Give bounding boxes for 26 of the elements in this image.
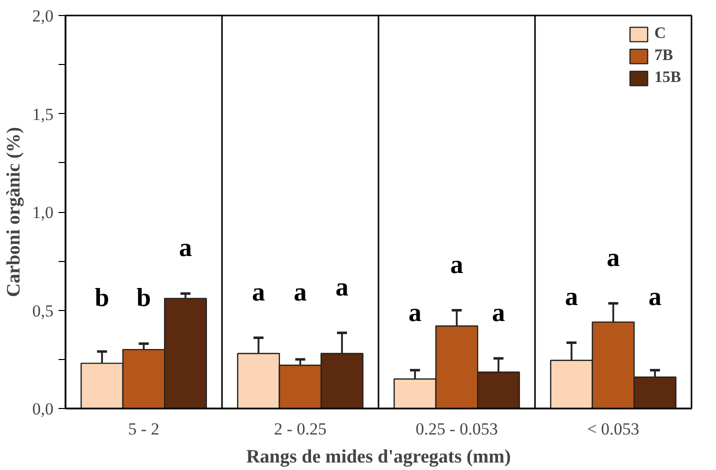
x-tick-label: 5 - 2 xyxy=(128,420,160,438)
y-axis-title: Carboni orgànic (%) xyxy=(3,127,24,297)
annotation: a xyxy=(492,298,505,327)
annotation: b xyxy=(94,283,110,312)
y-tick-label: 0,0 xyxy=(32,400,54,418)
x-tick-label: 0.25 - 0.053 xyxy=(416,420,498,438)
x-tick-label: < 0.053 xyxy=(587,420,640,438)
x-tick-label: 2 - 0.25 xyxy=(274,420,326,438)
y-tick-label: 2,0 xyxy=(32,6,54,26)
legend-label: C xyxy=(654,25,667,43)
annotation: a xyxy=(408,298,422,327)
legend-label: 15B xyxy=(654,69,681,87)
annotation: a xyxy=(252,277,266,306)
annotation: a xyxy=(606,242,620,272)
annotation: a xyxy=(648,282,662,312)
annotation: a xyxy=(335,272,348,302)
annotation: a xyxy=(450,250,464,279)
annotation: a xyxy=(294,277,307,306)
annotation: a xyxy=(565,282,578,312)
annotation: b xyxy=(136,283,151,312)
y-tick-label: 0,5 xyxy=(32,301,54,320)
legend-label: 7B xyxy=(654,47,674,65)
annotation: a xyxy=(178,233,192,262)
y-tick-label: 1,5 xyxy=(32,104,54,124)
y-tick-label: 1,0 xyxy=(32,203,54,222)
x-axis-title: Rangs de mides d'agregats (mm) xyxy=(246,446,511,468)
